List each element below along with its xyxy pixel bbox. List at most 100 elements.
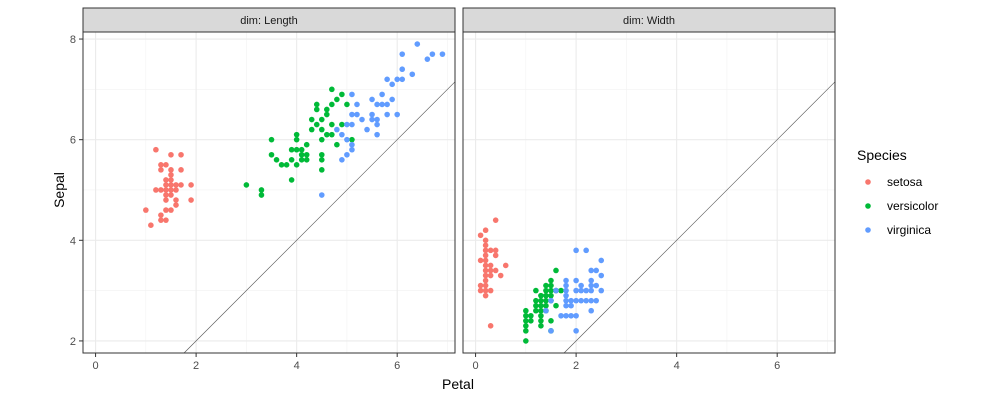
- data-point-setosa: [482, 282, 489, 289]
- y-tick-label: 8: [70, 34, 76, 46]
- data-point-versicolor: [523, 307, 529, 314]
- data-point-versicolor: [533, 307, 539, 314]
- data-point-virginica: [439, 51, 446, 57]
- data-point-versicolor: [293, 136, 300, 143]
- data-point-versicolor: [523, 312, 529, 319]
- data-point-setosa: [163, 162, 169, 168]
- data-point-versicolor: [324, 131, 330, 138]
- y-tick-label: 6: [70, 135, 76, 147]
- data-point-virginica: [563, 302, 569, 309]
- data-point-versicolor: [543, 292, 549, 299]
- data-point-virginica: [374, 116, 380, 123]
- facet-strip-label: dim: Width: [623, 15, 675, 27]
- data-point-versicolor: [318, 151, 325, 158]
- data-point-versicolor: [298, 146, 305, 153]
- data-point-virginica: [588, 277, 594, 284]
- data-point-versicolor: [243, 182, 250, 188]
- data-point-setosa: [168, 207, 174, 213]
- panels-layer: dim: Length 0 2 4 6 2 4 6 8 dim: Width 0 2 4 6: [70, 7, 836, 372]
- data-point-virginica: [374, 101, 380, 108]
- legend-label-versicolor: versicolor: [887, 199, 938, 213]
- data-point-versicolor: [538, 323, 544, 329]
- data-point-virginica: [563, 282, 569, 289]
- data-point-versicolor: [288, 156, 295, 163]
- x-tick-label: 2: [193, 360, 199, 372]
- data-point-versicolor: [334, 96, 340, 103]
- data-point-setosa: [482, 277, 489, 284]
- data-point-virginica: [598, 272, 605, 279]
- data-point-virginica: [344, 121, 350, 128]
- data-point-setosa: [482, 252, 489, 259]
- facet-strip: [82, 7, 456, 33]
- data-point-virginica: [548, 328, 554, 334]
- data-point-versicolor: [538, 297, 544, 304]
- data-point-versicolor: [329, 101, 335, 108]
- data-point-virginica: [573, 297, 579, 304]
- data-point-virginica: [354, 101, 360, 108]
- data-point-virginica: [563, 287, 569, 294]
- data-point-versicolor: [308, 116, 315, 123]
- data-point-virginica: [374, 131, 380, 138]
- reference-line: [183, 81, 456, 354]
- data-point-virginica: [354, 111, 360, 118]
- data-point-virginica: [573, 247, 579, 254]
- data-point-virginica: [588, 267, 594, 274]
- facet-strip: [462, 7, 836, 33]
- data-point-setosa: [173, 187, 179, 193]
- reference-line: [563, 81, 836, 354]
- facet-strip-label: dim: Length: [240, 15, 297, 27]
- data-point-virginica: [349, 146, 355, 153]
- data-point-virginica: [558, 312, 564, 319]
- data-point-versicolor: [538, 317, 544, 324]
- data-point-setosa: [163, 197, 169, 203]
- data-point-virginica: [424, 56, 431, 62]
- data-point-versicolor: [313, 106, 320, 113]
- data-point-versicolor: [538, 302, 544, 309]
- legend-title: Species: [857, 147, 907, 163]
- data-point-setosa: [497, 272, 504, 279]
- data-point-setosa: [168, 151, 174, 158]
- data-point-virginica: [548, 297, 554, 304]
- data-point-versicolor: [523, 328, 529, 334]
- data-point-setosa: [482, 247, 489, 254]
- x-tick-label: 4: [294, 360, 300, 372]
- data-point-versicolor: [318, 126, 325, 133]
- data-point-virginica: [414, 41, 421, 47]
- data-point-setosa: [178, 151, 184, 158]
- data-point-setosa: [487, 272, 494, 279]
- data-point-setosa: [502, 262, 509, 269]
- data-point-versicolor: [548, 317, 554, 324]
- data-point-versicolor: [293, 131, 300, 138]
- data-point-versicolor: [329, 131, 335, 138]
- data-point-virginica: [334, 126, 340, 133]
- x-tick-label: 0: [93, 360, 99, 372]
- data-point-versicolor: [558, 287, 564, 294]
- data-point-versicolor: [329, 86, 335, 93]
- data-point-versicolor: [298, 156, 305, 163]
- data-point-setosa: [163, 187, 169, 193]
- data-point-versicolor: [533, 302, 539, 309]
- data-point-setosa: [143, 207, 149, 213]
- data-point-virginica: [349, 141, 355, 148]
- data-point-virginica: [563, 277, 569, 284]
- data-point-setosa: [168, 172, 174, 178]
- facet-panel: dim: Length 0 2 4 6 2 4 6 8: [70, 7, 456, 372]
- data-point-versicolor: [313, 121, 320, 128]
- data-point-versicolor: [318, 116, 325, 123]
- data-point-virginica: [339, 131, 345, 138]
- data-point-setosa: [153, 146, 159, 153]
- data-point-setosa: [487, 247, 494, 254]
- panel-background: [463, 32, 835, 353]
- data-point-setosa: [168, 182, 174, 188]
- data-point-versicolor: [273, 156, 280, 163]
- data-point-versicolor: [553, 267, 559, 274]
- data-point-setosa: [158, 167, 164, 173]
- data-point-versicolor: [538, 307, 544, 314]
- data-point-virginica: [369, 96, 375, 103]
- data-point-virginica: [399, 66, 406, 73]
- data-point-virginica: [578, 282, 584, 289]
- legend-items: setosa versicolor virginica: [865, 175, 938, 237]
- x-tick-label: 4: [674, 360, 680, 372]
- data-point-virginica: [349, 91, 355, 98]
